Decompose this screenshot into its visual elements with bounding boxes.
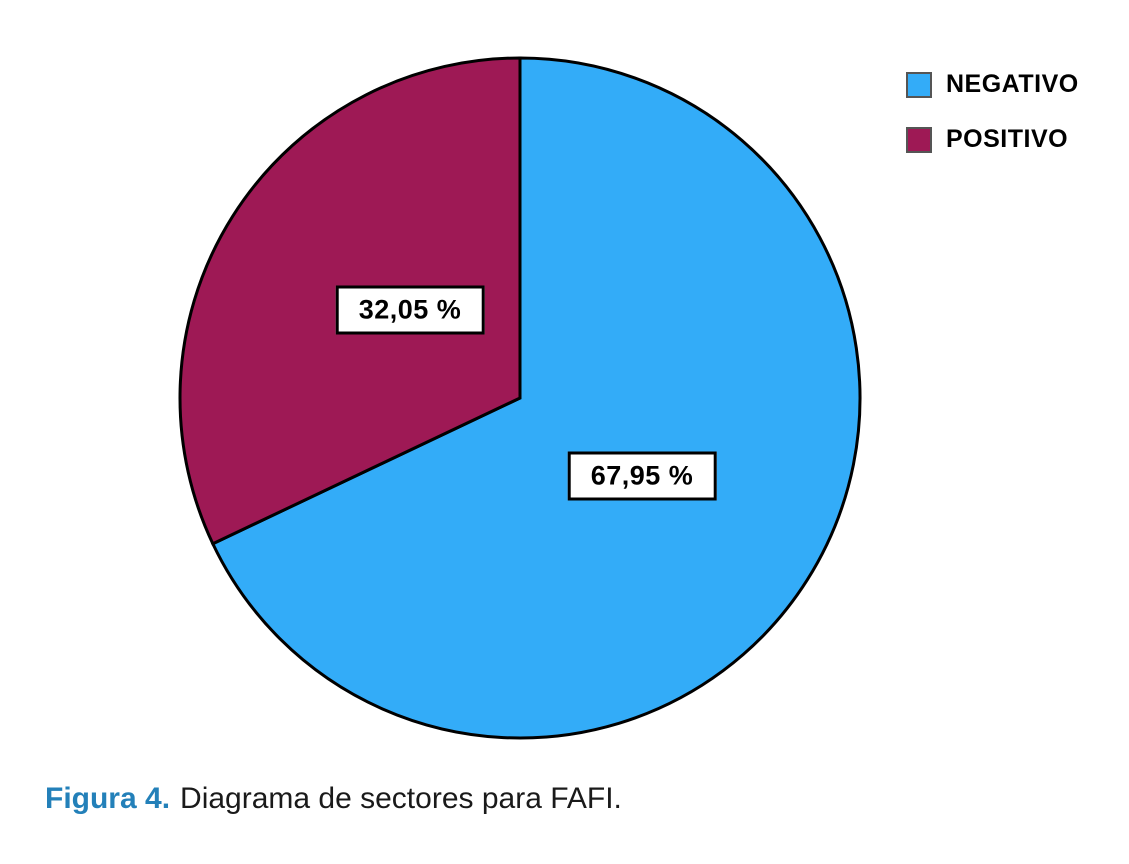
legend-swatch-negativo-icon [906,71,932,98]
figure-caption-text: Diagrama de sectores para FAFI. [180,782,622,815]
slice-label-positivo: 32,05 % [335,285,485,335]
pie-slice-negativo [210,56,862,740]
legend-item-positivo: POSITIVO [906,125,1079,154]
legend-swatch-positivo-icon [906,126,932,153]
legend-label-positivo: POSITIVO [946,125,1069,153]
legend: NEGATIVO POSITIVO [906,70,1079,154]
legend-item-negativo: NEGATIVO [906,70,1079,99]
figure-caption: Figura 4. Diagrama de sectores para FAFI. [45,782,622,816]
legend-label-negativo: NEGATIVO [946,70,1079,98]
slice-label-negativo: 67,95 % [567,451,717,501]
figure-caption-prefix: Figura 4. [45,782,171,815]
